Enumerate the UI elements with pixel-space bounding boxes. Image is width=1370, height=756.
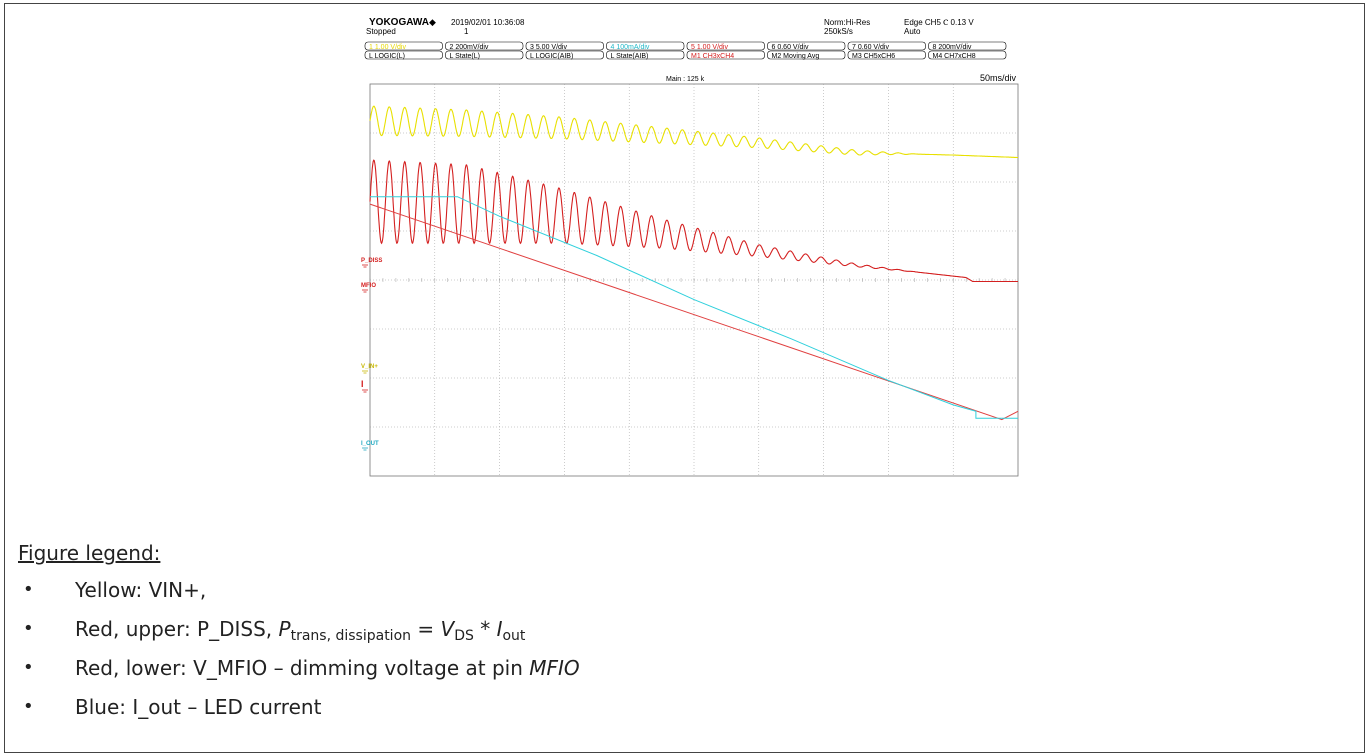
- channel-setting-box: [364, 50, 443, 60]
- channel-setting-box: [445, 50, 524, 60]
- sample-rate-label: 250kS/s: [824, 27, 853, 36]
- trace-i-out: [370, 196, 1018, 419]
- legend-title: Figure legend:: [18, 541, 161, 565]
- oscilloscope-display: YOKOGAWA ◆ 2019/02/01 10:36:08 Stopped 1…: [361, 17, 1019, 477]
- channel-setting-label: M4 CH7xCH8: [933, 53, 976, 60]
- figure-frame: [4, 3, 1365, 753]
- channel-setting-box: [847, 41, 926, 51]
- bullet-icon: •: [23, 579, 34, 600]
- legend-item-text: Yellow: VIN+,: [75, 578, 207, 602]
- scope-grid: [369, 83, 1019, 477]
- bullet-icon: •: [23, 657, 34, 678]
- bullet-icon: •: [23, 618, 34, 639]
- channel-setting-box: [525, 50, 604, 60]
- channel-setting-label: 7 0.60 V/div: [852, 44, 889, 51]
- channel-setting-box: [767, 50, 846, 60]
- legend-item: • Red, lower: V_MFIO – dimming voltage at…: [18, 655, 1338, 694]
- channel-setting-box: [686, 41, 765, 51]
- channel-setting-label: M1 CH3xCH4: [691, 53, 734, 60]
- channel-markers: P_DISS MFIO V_IN+ I I_OUT: [361, 258, 382, 451]
- channel-setting-label: 8 200mV/div: [933, 44, 972, 51]
- channel-setting-label: L State(L): [450, 53, 480, 60]
- legend-item-text: I: [496, 617, 503, 641]
- legend-item-text: *: [473, 617, 497, 641]
- trigger-label: Edge CH5 Ⲥ 0.13 V: [904, 18, 974, 27]
- legend-item-text: out: [502, 628, 526, 644]
- channel-setting-label: L LOGIC(L): [369, 53, 405, 60]
- channel-settings-row: 1 1.00 V/div 2 200mV/div 3 5.00 V/div 4 100…: [364, 41, 1007, 51]
- timebase-label: 50ms/div: [980, 73, 1017, 83]
- trace-p-diss: [369, 159, 1018, 283]
- legend-list: • Yellow: VIN+, • Red, upper: P_DISS, Ptran…: [18, 577, 1338, 733]
- record-length-label: Main : 125 k: [666, 76, 705, 83]
- channel-setting-box: [928, 50, 1007, 60]
- math-settings-row: L LOGIC(L) L State(L) L LOGIC(AIB) L State(…: [364, 50, 1007, 60]
- legend-item-text: MFIO: [529, 656, 580, 680]
- status-label: Stopped: [366, 27, 396, 36]
- channel-setting-label: 5 1.00 V/div: [691, 44, 728, 51]
- channel-setting-label: 4 100mA/div: [611, 44, 650, 51]
- legend-item-text: =: [411, 617, 441, 641]
- channel-setting-box: [686, 50, 765, 60]
- channel-setting-box: [364, 41, 443, 51]
- channel-setting-label: L LOGIC(AIB): [530, 53, 573, 60]
- channel-setting-box: [445, 41, 524, 51]
- channel-marker-label: P_DISS: [361, 258, 382, 264]
- legend-item: • Red, upper: P_DISS, Ptrans, dissipation…: [18, 616, 1338, 655]
- channel-setting-label: L State(AIB): [611, 53, 649, 60]
- channel-setting-box: [525, 41, 604, 51]
- channel-setting-box: [606, 41, 685, 51]
- channel-marker-label: I_OUT: [361, 441, 379, 447]
- channel-marker-label: MFIO: [361, 283, 376, 289]
- channel-marker-label: I: [361, 379, 364, 389]
- legend-item: • Blue: I_out – LED current: [18, 694, 1338, 733]
- brand-mark-icon: ◆: [429, 18, 436, 28]
- acq-mode-label: Norm:Hi-Res: [824, 18, 870, 27]
- legend-item-text: V: [440, 617, 455, 641]
- channel-setting-box: [847, 50, 926, 60]
- channel-marker-label: V_IN+: [361, 364, 378, 370]
- datetime-label: 2019/02/01 10:36:08: [451, 18, 525, 27]
- channel-setting-box: [767, 41, 846, 51]
- channel-setting-label: M2 Moving Avg: [772, 53, 820, 60]
- trigger-mode-label: Auto: [904, 27, 921, 36]
- legend-item-text: DS: [454, 628, 474, 644]
- channel-setting-label: 2 200mV/div: [450, 44, 489, 51]
- legend-item-text: trans, dissipation: [290, 628, 412, 644]
- waveform-traces: [369, 105, 1019, 421]
- channel-setting-box: [928, 41, 1007, 51]
- channel-setting-label: M3 CH5xCH6: [852, 53, 895, 60]
- trace-v-mfio: [369, 203, 1019, 421]
- legend-item-text: Blue: I_out – LED current: [75, 695, 322, 719]
- bullet-icon: •: [23, 696, 34, 717]
- figure-legend: Figure legend: • Yellow: VIN+, • Red, upper…: [18, 539, 1338, 733]
- channel-setting-label: 1 1.00 V/div: [369, 44, 406, 51]
- brand-label: YOKOGAWA: [369, 17, 429, 28]
- legend-item-text: Red, lower: V_MFIO – dimming voltage at …: [75, 656, 530, 680]
- legend-item: • Yellow: VIN+,: [18, 577, 1338, 616]
- oscilloscope-screenshot: YOKOGAWA ◆ 2019/02/01 10:36:08 Stopped 1…: [361, 16, 1023, 484]
- channel-setting-label: 6 0.60 V/div: [772, 44, 809, 51]
- acq-count-label: 1: [464, 27, 469, 36]
- channel-setting-box: [606, 50, 685, 60]
- trace-vin-: [369, 105, 1018, 159]
- legend-item-text: P: [278, 617, 291, 641]
- channel-setting-label: 3 5.00 V/div: [530, 44, 567, 51]
- legend-item-text: Red, upper: P_DISS,: [75, 617, 279, 641]
